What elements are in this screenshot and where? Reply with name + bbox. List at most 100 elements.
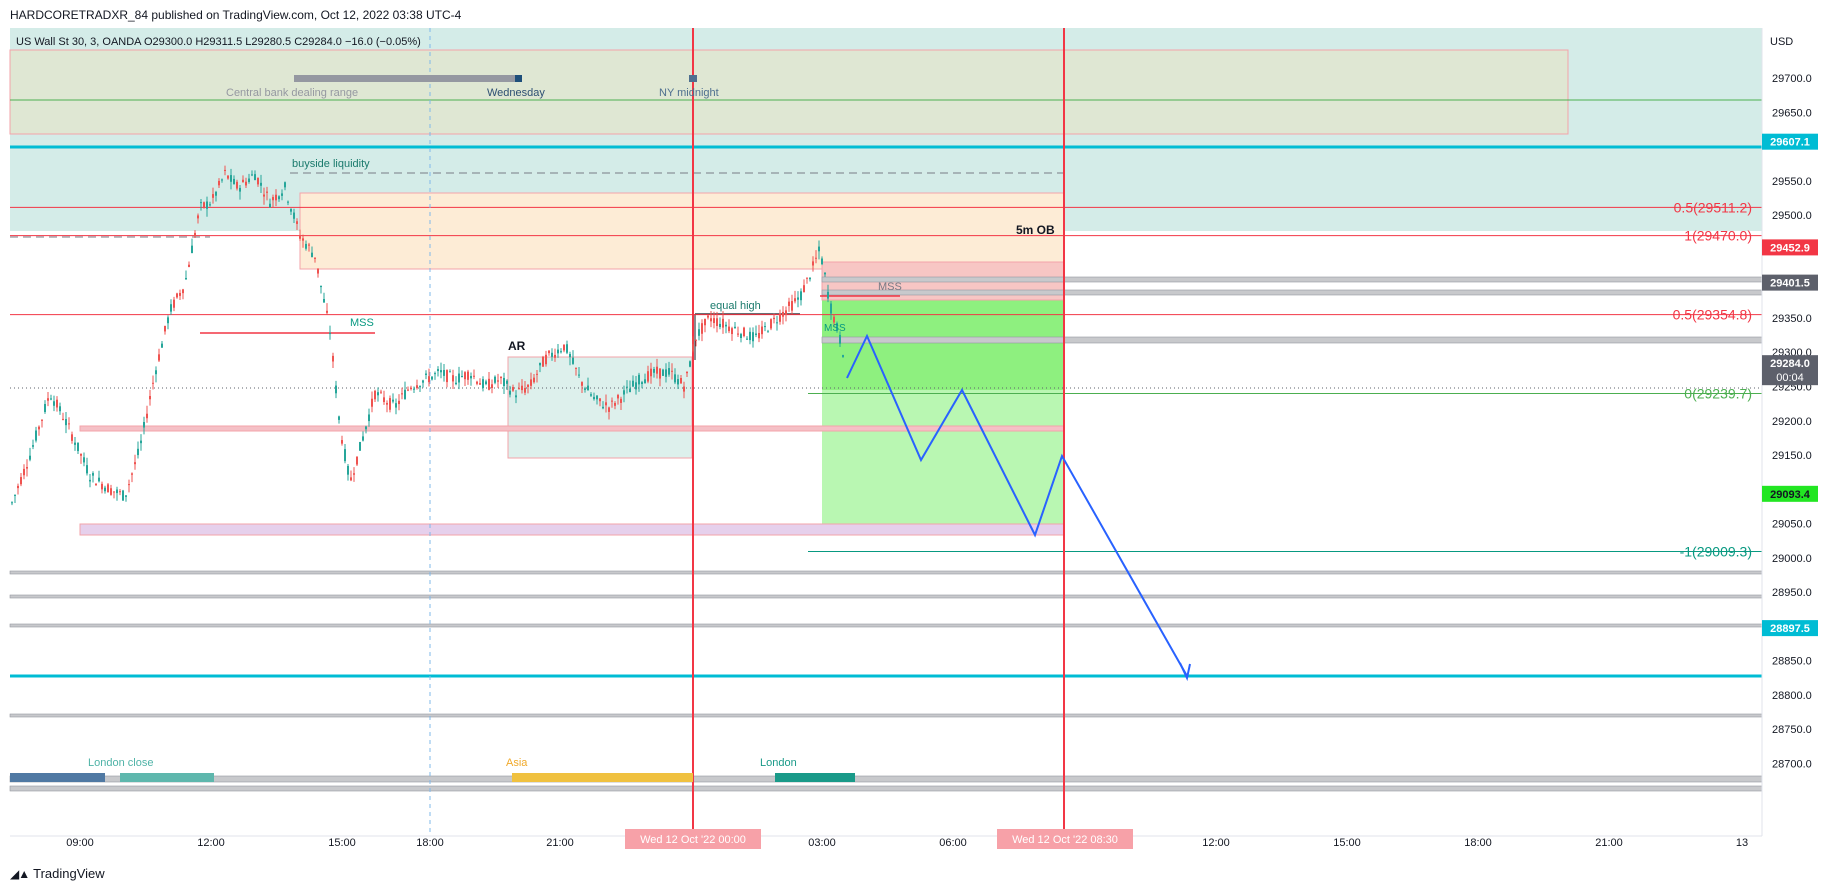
candle-body (785, 310, 787, 316)
time-tick: 18:00 (416, 837, 444, 849)
price-tick: 29350.0 (1772, 313, 1812, 325)
candle-body (449, 371, 451, 373)
candle-body (86, 465, 88, 474)
candle-body (293, 212, 295, 219)
candle-body (134, 462, 136, 465)
candle-body (809, 277, 811, 280)
price-badge (1762, 133, 1818, 150)
candle-body (725, 324, 727, 327)
publish-info: HARDCORETRADXR_84 published on TradingVi… (10, 8, 462, 22)
fib-label: 0.5(29354.8) (1673, 307, 1752, 323)
candle-body (170, 304, 172, 312)
candle-body (578, 374, 580, 376)
candle-body (194, 232, 196, 237)
candle-body (635, 382, 637, 390)
order-block-zone (299, 192, 1065, 270)
candle-body (371, 398, 373, 407)
session-bar-london (775, 773, 855, 782)
candle-body (188, 264, 190, 267)
candle-body (560, 351, 562, 353)
tradingview-footer[interactable]: ◢▲ TradingView (10, 866, 105, 881)
candle-body (446, 370, 448, 383)
price-badge-label: 29607.1 (1770, 137, 1810, 149)
candle-body (713, 318, 715, 323)
fib-label: -1(29009.3) (1680, 543, 1752, 559)
candle-body (515, 395, 517, 398)
candle-body (764, 326, 766, 328)
candle-body (89, 479, 91, 482)
candle-body (275, 194, 277, 201)
candle-body (455, 382, 457, 385)
time-tick: 21:00 (1595, 837, 1623, 849)
candle-body (137, 448, 139, 456)
ob-label: 5m OB (1016, 223, 1055, 237)
candle-body (215, 191, 217, 196)
candle-body (263, 194, 265, 197)
candle-body (659, 368, 661, 379)
candle-body (254, 174, 256, 181)
candle-body (236, 181, 238, 189)
candle-body (827, 291, 829, 299)
candle-body (365, 426, 367, 430)
candle-body (461, 375, 463, 377)
time-tick: 12:00 (197, 837, 225, 849)
candle-body (638, 374, 640, 385)
candle-body (590, 394, 592, 396)
candle-body (710, 318, 712, 322)
time-tick: 21:00 (546, 837, 574, 849)
candle-body (116, 489, 118, 494)
candle-body (164, 325, 166, 332)
candle-body (290, 208, 292, 212)
candle-body (509, 390, 511, 395)
candle-body (431, 376, 433, 380)
candle-body (149, 396, 151, 400)
candle-body (476, 381, 478, 384)
candle-body (104, 487, 106, 492)
ar-box (507, 356, 693, 459)
candle-body (707, 315, 709, 318)
range-slider-handle[interactable] (515, 75, 522, 82)
candle-body (278, 196, 280, 200)
candle-body (698, 329, 700, 336)
candle-body (59, 406, 61, 412)
price-tick: 28750.0 (1772, 724, 1812, 736)
candle-body (212, 194, 214, 198)
candle-body (32, 445, 34, 447)
time-tick: 12:00 (1202, 837, 1230, 849)
candle-body (548, 350, 550, 354)
candle-body (755, 333, 757, 336)
candle-body (23, 468, 25, 476)
candle-body (200, 202, 202, 204)
candle-body (92, 473, 94, 476)
candle-body (77, 442, 79, 452)
candle-body (326, 310, 328, 313)
candle-body (641, 382, 643, 384)
symbol-info: US Wall St 30, 3, OANDA O29300.0 H29311.… (16, 36, 421, 48)
candle-body (47, 398, 49, 401)
candle-body (146, 413, 148, 419)
candle-body (665, 369, 667, 377)
price-badge-countdown: 00:04 (1776, 372, 1804, 384)
price-tick: 28700.0 (1772, 759, 1812, 771)
fib-label: 0(29239.7) (1684, 386, 1752, 402)
candle-body (776, 322, 778, 324)
candle-body (335, 385, 337, 394)
candle-body (173, 299, 175, 308)
buyside-label: buyside liquidity (292, 158, 370, 170)
candle-body (830, 303, 832, 314)
candle-body (839, 334, 841, 344)
candle-body (503, 377, 505, 387)
candle-body (266, 191, 268, 193)
candle-body (458, 373, 460, 383)
candle-body (464, 372, 466, 380)
candle-body (506, 380, 508, 384)
candle-body (833, 316, 835, 323)
candle-body (50, 398, 52, 400)
candle-body (791, 301, 793, 311)
candle-body (338, 416, 340, 420)
fib-label: 0.5(29511.2) (1674, 199, 1752, 215)
price-chart[interactable]: US Wall St 30, 3, OANDA O29300.0 H29311.… (0, 0, 1834, 860)
candle-body (305, 243, 307, 249)
candle-body (596, 395, 598, 400)
candle-body (227, 175, 229, 179)
